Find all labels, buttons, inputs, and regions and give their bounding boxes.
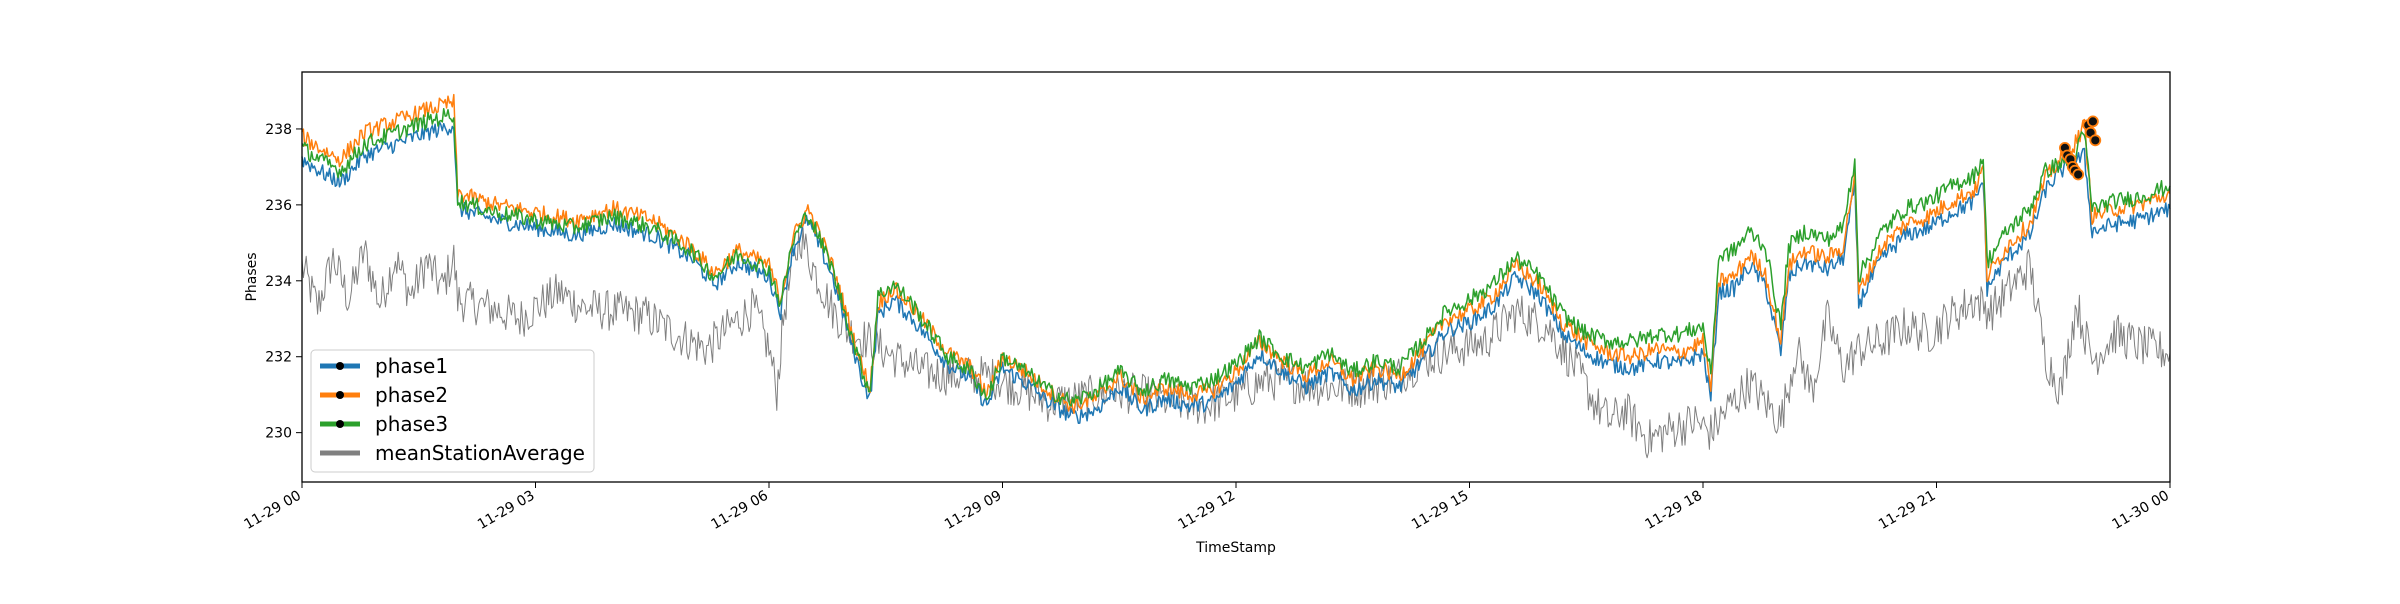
x-axis: 11-29 00 11-29 03 11-29 06 11-29 09 11-29 12… bbox=[241, 482, 2172, 533]
x-tick-label-3: 11-29 09 bbox=[942, 488, 1005, 533]
legend: phase1 phase2 phase3 meanStationAverage bbox=[310, 349, 595, 473]
legend-marker-phase1 bbox=[336, 362, 344, 370]
x-tick-label-5: 11-29 15 bbox=[1409, 488, 1472, 533]
x-tick-label-8: 11-30 00 bbox=[2109, 488, 2172, 533]
series-line-phase2 bbox=[301, 93, 2171, 415]
legend-box bbox=[310, 349, 595, 473]
anomaly-marker-8 bbox=[2086, 115, 2099, 128]
x-tick-label-7: 11-29 21 bbox=[1876, 488, 1939, 533]
legend-marker-phase3 bbox=[336, 420, 344, 428]
x-axis-label: TimeStamp bbox=[1195, 540, 1276, 556]
y-tick-label-2: 234 bbox=[265, 274, 292, 290]
y-tick-label-3: 236 bbox=[265, 198, 292, 214]
legend-label-meanStationAverage: meanStationAverage bbox=[375, 441, 585, 465]
legend-label-phase1: phase1 bbox=[375, 354, 448, 378]
x-tick-label-2: 11-29 06 bbox=[708, 488, 771, 533]
x-tick-label-6: 11-29 18 bbox=[1642, 488, 1705, 533]
y-axis-label: Phases bbox=[244, 252, 260, 301]
anomaly-marker-9 bbox=[2089, 134, 2102, 147]
y-axis: 230 232 234 236 238 bbox=[265, 122, 302, 442]
marker-layer bbox=[2058, 115, 2102, 181]
series-line-phase3 bbox=[301, 108, 2171, 407]
y-tick-label-0: 230 bbox=[265, 426, 292, 442]
legend-label-phase3: phase3 bbox=[375, 412, 448, 436]
legend-label-phase2: phase2 bbox=[375, 383, 448, 407]
x-tick-label-0: 11-29 00 bbox=[241, 488, 304, 533]
series-layer bbox=[301, 93, 2171, 459]
y-tick-label-1: 232 bbox=[265, 350, 292, 366]
x-tick-label-4: 11-29 12 bbox=[1175, 488, 1238, 533]
legend-marker-phase2 bbox=[336, 391, 344, 399]
series-line-phase1 bbox=[301, 120, 2171, 424]
x-tick-label-1: 11-29 03 bbox=[475, 488, 538, 533]
anomaly-marker-5 bbox=[2072, 168, 2085, 181]
y-tick-label-4: 238 bbox=[265, 122, 292, 138]
